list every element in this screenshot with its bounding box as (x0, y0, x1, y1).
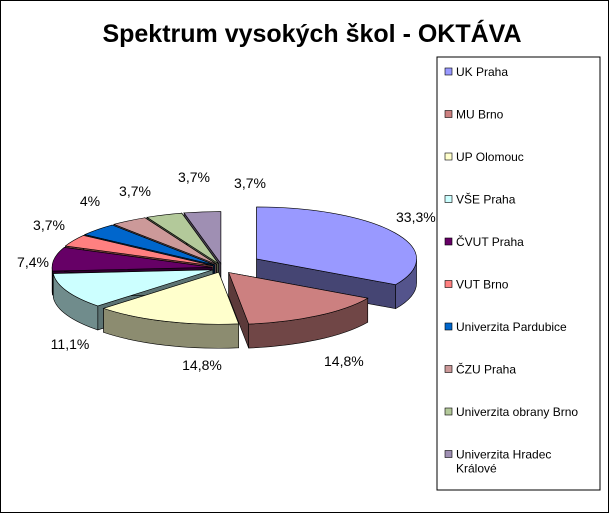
legend-box (436, 56, 601, 491)
legend-label: ČVUT Praha (456, 234, 524, 249)
legend-swatch (444, 365, 453, 373)
legend-label: MU Brno (456, 108, 504, 122)
legend-swatch (444, 152, 453, 161)
data-label-2: 14,8% (324, 353, 364, 369)
legend-swatch (444, 237, 453, 246)
data-label-4: 11,1% (51, 336, 90, 352)
legend-swatch (444, 67, 453, 76)
legend-label: ČZU Praha (456, 362, 516, 377)
slice-3 (102, 271, 240, 349)
legend-label: Univerzita Hradec (456, 448, 551, 462)
data-label-1: 33,3% (396, 209, 436, 225)
legend-label: Univerzita Pardubice (456, 320, 567, 334)
slice-2 (228, 272, 369, 349)
legend-item-4: VŠE Praha (444, 192, 516, 207)
data-label-8: 3,7% (119, 183, 151, 199)
legend-item-9: Univerzita obrany Brno (444, 405, 578, 419)
legend-swatch (444, 322, 453, 331)
legend-swatch (444, 280, 453, 288)
slice-1 (256, 206, 417, 310)
legend-swatch (444, 195, 453, 203)
chart-title: Spektrum vysokých škol - OKTÁVA (102, 19, 521, 48)
legend-label: Králové (456, 462, 497, 476)
legend-item-7: Univerzita Pardubice (444, 320, 567, 334)
pie-area (51, 206, 417, 349)
legend-swatch (444, 450, 453, 458)
legend-item-2: MU Brno (444, 108, 504, 122)
data-labels: 33,3% 14,8% 14,8% 11,1% 7,4% 3,7% 4% 3,7% 3,7% 3,… (17, 169, 436, 373)
legend-item-6: VUT Brno (444, 278, 509, 292)
legend-label: Univerzita obrany Brno (456, 405, 578, 419)
legend-label: VUT Brno (456, 278, 509, 292)
legend-item-1: UK Praha (444, 65, 508, 79)
legend-label: UP Olomouc (456, 150, 524, 164)
data-label-7: 4% (80, 193, 100, 209)
legend-item-3: UP Olomouc (444, 150, 524, 164)
legend-item-8: ČZU Praha (444, 362, 516, 377)
legend-label: VŠE Praha (456, 192, 516, 207)
data-label-10: 3,7% (234, 175, 266, 191)
data-label-6: 3,7% (33, 217, 65, 233)
legend-label: UK Praha (456, 65, 508, 79)
legend: UK Praha MU Brno UP Olomouc VŠE Praha ČVUT P… (444, 65, 578, 476)
data-label-9: 3,7% (178, 169, 210, 185)
data-label-3: 14,8% (182, 357, 222, 373)
data-label-5: 7,4% (17, 254, 49, 270)
legend-swatch (444, 110, 453, 118)
legend-swatch (444, 407, 453, 416)
legend-item-5: ČVUT Praha (444, 234, 524, 249)
